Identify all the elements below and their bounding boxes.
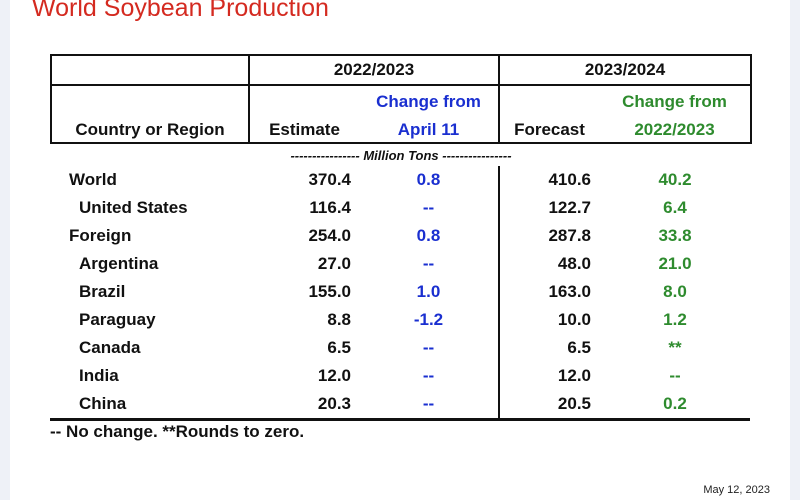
country-name: Brazil — [79, 282, 126, 301]
country-name: Paraguay — [79, 310, 156, 329]
change-from-april-value: -- — [422, 366, 435, 385]
header-forecast: Forecast — [498, 85, 599, 144]
forecast-value: 6.5 — [498, 334, 599, 362]
table-bottom-rule — [50, 418, 750, 421]
table-body: World 370.4 0.8 410.6 40.2 United States 116.4… — [51, 166, 751, 418]
table-row: United States 116.4 -- 122.7 6.4 — [51, 194, 751, 222]
units-label: ---------------- Million Tons ----------… — [290, 147, 512, 163]
header-change-from-prior-year-line2: 2022/2023 — [634, 120, 715, 139]
forecast-value: 122.7 — [498, 194, 599, 222]
estimate-value: 6.5 — [327, 338, 351, 357]
footnote: -- No change. **Rounds to zero. — [50, 422, 305, 441]
change-from-prior-year-value: 21.0 — [658, 254, 692, 273]
header-change-from-april-line1: Change from — [376, 92, 481, 111]
table-row: Argentina 27.0 -- 48.0 21.0 — [51, 250, 751, 278]
estimate-value: 370.4 — [308, 170, 351, 189]
country-name: Argentina — [79, 254, 159, 273]
change-from-prior-year-value: 6.4 — [663, 198, 687, 217]
change-from-april-value: 1.0 — [416, 282, 441, 301]
change-from-prior-year-value: 33.8 — [658, 226, 692, 245]
table-row: India 12.0 -- 12.0 -- — [51, 362, 751, 390]
forecast-value: 48.0 — [498, 250, 599, 278]
header-blank-cell — [50, 54, 250, 86]
estimate-value: 254.0 — [308, 226, 351, 245]
header-change-from-prior-year-line1: Change from — [622, 92, 727, 111]
change-from-april-value: -- — [422, 254, 435, 273]
estimate-value: 12.0 — [317, 366, 351, 385]
table-row: World 370.4 0.8 410.6 40.2 — [51, 166, 751, 194]
forecast-value: 410.6 — [498, 166, 599, 194]
change-from-prior-year-value: 40.2 — [658, 170, 692, 189]
slide-date: May 12, 2023 — [703, 484, 770, 496]
header-country-or-region: Country or Region — [50, 85, 250, 144]
header-estimate: Estimate — [248, 85, 359, 144]
change-from-april-value: 0.8 — [416, 226, 441, 245]
header-change-from-april-line2: April 11 — [397, 120, 460, 139]
country-name: World — [69, 170, 117, 189]
country-name: India — [79, 366, 119, 385]
table-row: Brazil 155.0 1.0 163.0 8.0 — [51, 278, 751, 306]
change-from-april-value: -- — [422, 338, 435, 357]
change-from-prior-year-value: ** — [668, 338, 682, 357]
forecast-value: 10.0 — [498, 306, 599, 334]
estimate-value: 155.0 — [308, 282, 351, 301]
forecast-value: 20.5 — [498, 390, 599, 418]
estimate-value: 8.8 — [327, 310, 351, 329]
header-year-2023-2024: 2023/2024 — [498, 54, 752, 86]
header-year-2022-2023: 2022/2023 — [248, 54, 500, 86]
change-from-prior-year-value: -- — [669, 366, 681, 385]
slide: World Soybean Production 2022/2023 2023/… — [10, 0, 790, 500]
change-from-april-value: 0.8 — [416, 170, 441, 189]
production-table: 2022/2023 2023/2024 Country or Region Es… — [50, 54, 752, 418]
table-row: China 20.3 -- 20.5 0.2 — [51, 390, 751, 418]
country-name: United States — [79, 198, 188, 217]
table-row: Foreign 254.0 0.8 287.8 33.8 — [51, 222, 751, 250]
change-from-prior-year-value: 1.2 — [663, 310, 687, 329]
header-change-from-prior-year: Change from 2022/2023 — [599, 85, 752, 144]
change-from-april-value: -- — [422, 394, 435, 413]
production-table-frame: 2022/2023 2023/2024 Country or Region Es… — [50, 54, 752, 421]
slide-title: World Soybean Production — [32, 0, 329, 22]
change-from-prior-year-value: 8.0 — [663, 282, 687, 301]
country-name: Foreign — [69, 226, 132, 245]
estimate-value: 116.4 — [309, 198, 351, 217]
table-row: Paraguay 8.8 -1.2 10.0 1.2 — [51, 306, 751, 334]
table-row: Canada 6.5 -- 6.5 ** — [51, 334, 751, 362]
forecast-value: 163.0 — [498, 278, 599, 306]
estimate-value: 27.0 — [317, 254, 351, 273]
change-from-april-value: -- — [422, 198, 435, 217]
forecast-value: 287.8 — [498, 222, 599, 250]
estimate-value: 20.3 — [317, 394, 351, 413]
country-name: Canada — [79, 338, 141, 357]
forecast-value: 12.0 — [498, 362, 599, 390]
country-name: China — [79, 394, 127, 413]
header-change-from-april: Change from April 11 — [359, 85, 500, 144]
change-from-prior-year-value: 0.2 — [663, 394, 687, 413]
change-from-april-value: -1.2 — [413, 310, 444, 329]
